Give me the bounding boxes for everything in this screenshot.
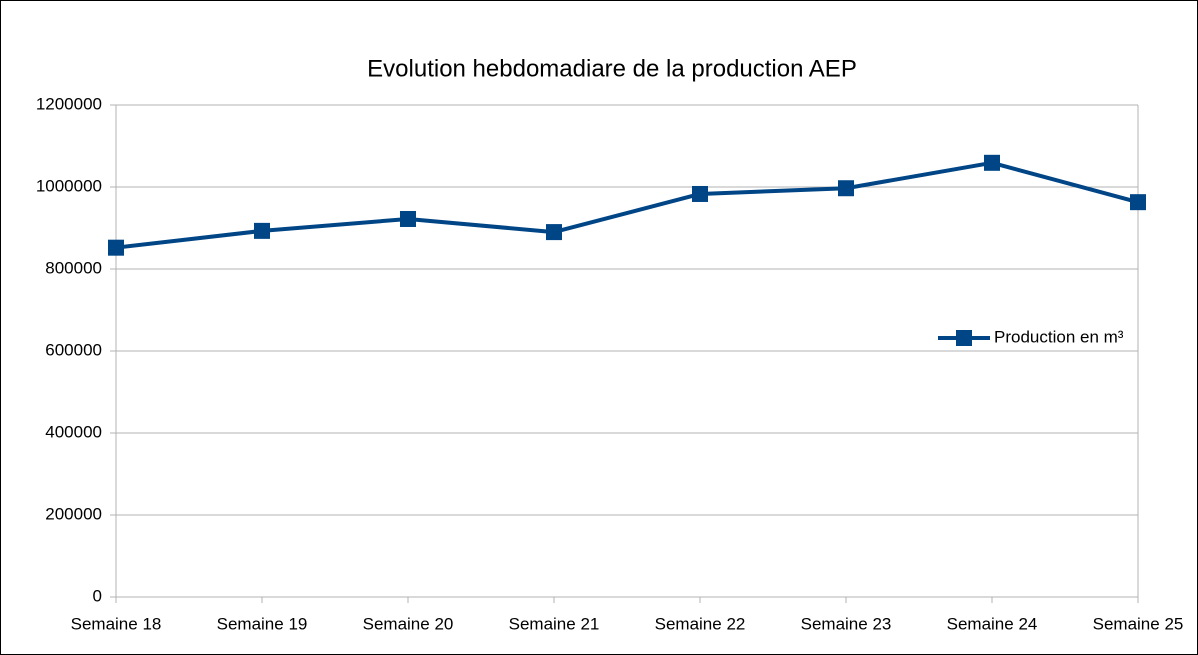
- point: [400, 210, 416, 227]
- point: [692, 185, 708, 202]
- point: [108, 239, 124, 256]
- legend-marker: [956, 330, 972, 346]
- x-tick-label: Semaine 22: [655, 614, 746, 633]
- y-tick-label: 1000000: [36, 176, 102, 195]
- x-tick-label: Semaine 21: [509, 614, 600, 633]
- y-tick-label: 1200000: [36, 94, 102, 113]
- chart-title: Evolution hebdomadiare de la production …: [367, 55, 857, 82]
- x-tick-label: Semaine 20: [363, 614, 454, 633]
- x-tick-label: Semaine 23: [801, 614, 892, 633]
- y-tick-label: 200000: [45, 504, 102, 523]
- x-tick-label: Semaine 25: [1093, 614, 1184, 633]
- point: [984, 154, 1000, 171]
- x-tick-label: Semaine 19: [217, 614, 308, 633]
- point: [254, 222, 270, 239]
- line: [115, 160, 1139, 250]
- y-tick-label: 0: [93, 586, 102, 605]
- x-tick-label: Semaine 24: [947, 614, 1038, 633]
- x-tick-label: Semaine 18: [71, 614, 162, 633]
- point: [838, 180, 854, 197]
- legend-label: Production en m³: [994, 327, 1124, 346]
- y-tick-label: 800000: [45, 258, 102, 277]
- point: [546, 224, 562, 241]
- y-tick-label: 600000: [45, 340, 102, 359]
- point: [1130, 194, 1146, 211]
- y-tick-label: 400000: [45, 422, 102, 441]
